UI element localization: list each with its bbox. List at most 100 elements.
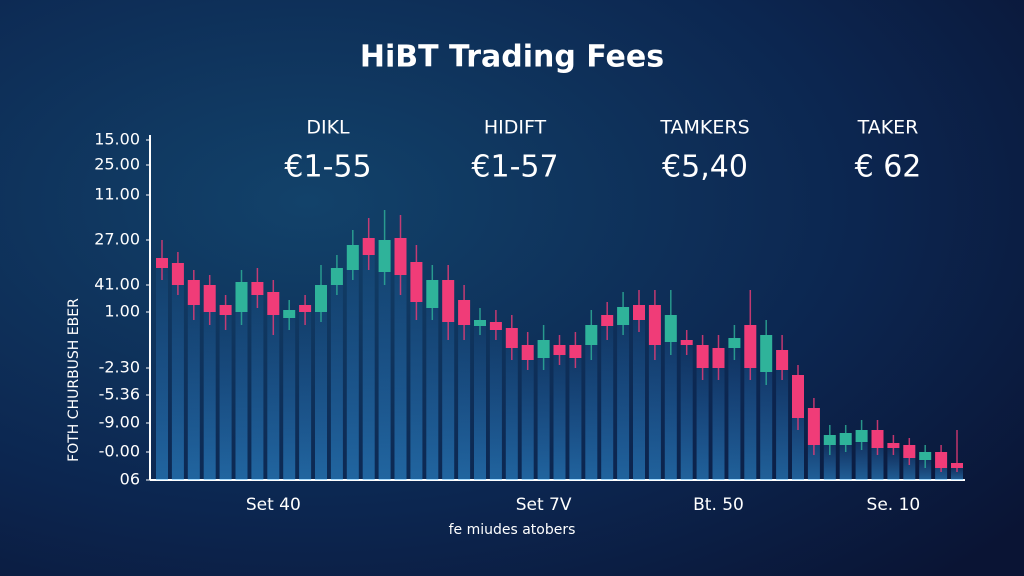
candle-body xyxy=(823,435,836,445)
candle-body xyxy=(521,345,534,360)
chart-title: HiBT Trading Fees xyxy=(360,40,664,75)
glow xyxy=(585,325,598,480)
glow xyxy=(601,315,614,480)
candle-body xyxy=(267,292,280,315)
y-tick-label: -5.36 xyxy=(99,385,140,404)
glow xyxy=(458,300,471,480)
glow xyxy=(537,340,550,480)
glow xyxy=(633,305,645,480)
candle-body xyxy=(315,285,327,312)
candle-body xyxy=(410,262,423,302)
glow xyxy=(489,322,502,480)
glow xyxy=(187,280,200,480)
candle-body xyxy=(744,325,757,368)
y-tick-label: 06 xyxy=(120,470,140,489)
glow xyxy=(394,238,407,480)
glow xyxy=(664,315,677,480)
glow xyxy=(156,258,168,480)
glow xyxy=(203,285,216,480)
candle-body xyxy=(601,315,614,326)
candle-body xyxy=(203,285,216,312)
y-tick-label: -2.30 xyxy=(99,358,140,377)
glow xyxy=(680,340,693,480)
glow xyxy=(553,345,566,480)
y-tick-label: 15.00 xyxy=(94,130,140,149)
glow xyxy=(330,268,343,480)
candle-body xyxy=(171,263,184,285)
candle-body xyxy=(807,408,820,445)
glow xyxy=(617,307,630,480)
candle-body xyxy=(617,307,630,325)
glow xyxy=(712,348,725,480)
x-tick-label: Set 40 xyxy=(246,495,301,515)
glow xyxy=(251,282,264,480)
candle-body xyxy=(442,280,455,322)
y-axis-title: FOTH CHURBUSH EBER xyxy=(66,298,82,462)
glow xyxy=(776,350,789,480)
footnote: fe miudes atobers xyxy=(449,522,576,538)
glow xyxy=(855,430,868,480)
candle-body xyxy=(696,345,709,368)
y-tick-label: 11.00 xyxy=(94,185,140,204)
y-tick-label: -9.00 xyxy=(99,413,140,432)
candle-body xyxy=(378,240,391,272)
glow xyxy=(410,262,423,480)
y-tick-label: 25.00 xyxy=(94,155,140,174)
glow xyxy=(267,292,280,480)
y-tick-label: 1.00 xyxy=(104,302,140,321)
candle-body xyxy=(346,245,359,270)
fee-value: €1-55 xyxy=(284,150,371,185)
glow xyxy=(887,443,900,480)
candle-body xyxy=(887,443,900,448)
x-tick-label: Se. 10 xyxy=(867,495,921,515)
glow xyxy=(426,280,439,480)
glow xyxy=(823,435,836,480)
candle-body xyxy=(919,452,932,460)
candle-body xyxy=(283,310,296,318)
glow xyxy=(171,263,184,480)
fee-value: €5,40 xyxy=(662,150,748,185)
candle-body xyxy=(474,320,486,326)
glow xyxy=(505,328,518,480)
candle-body xyxy=(664,315,677,342)
candle-body xyxy=(219,305,232,315)
candle-body xyxy=(760,335,773,372)
candle-body xyxy=(839,433,852,445)
fee-value: € 62 xyxy=(855,150,922,185)
candle-body xyxy=(648,305,661,345)
candle-body xyxy=(633,305,645,320)
candle-body xyxy=(680,340,693,345)
fee-label: TAMKERS xyxy=(659,117,749,139)
candle-body xyxy=(903,445,916,458)
candle-body xyxy=(156,258,168,268)
glow xyxy=(235,282,248,480)
glow xyxy=(648,305,661,480)
candle-body xyxy=(187,280,200,305)
candle-body xyxy=(299,305,312,312)
candle-body xyxy=(712,348,725,368)
candle-body xyxy=(776,350,789,370)
fee-label: TAKER xyxy=(857,117,919,139)
x-tick-label: Set 7V xyxy=(516,495,572,515)
candle-body xyxy=(330,268,343,285)
glow xyxy=(378,240,391,480)
candle-body xyxy=(728,338,741,348)
candle-body xyxy=(505,328,518,348)
glow xyxy=(728,338,741,480)
glow xyxy=(362,238,375,480)
fee-label: HIDIFT xyxy=(484,117,547,139)
candle-body xyxy=(855,430,868,442)
glow xyxy=(283,310,296,480)
candle-body xyxy=(951,463,963,468)
fee-label: DIKL xyxy=(306,117,350,139)
glow xyxy=(696,345,709,480)
candle-body xyxy=(458,300,471,325)
glow xyxy=(219,305,232,480)
candle-body xyxy=(792,375,804,418)
glow xyxy=(442,280,455,480)
candle-body xyxy=(235,282,248,312)
glow xyxy=(346,245,359,480)
